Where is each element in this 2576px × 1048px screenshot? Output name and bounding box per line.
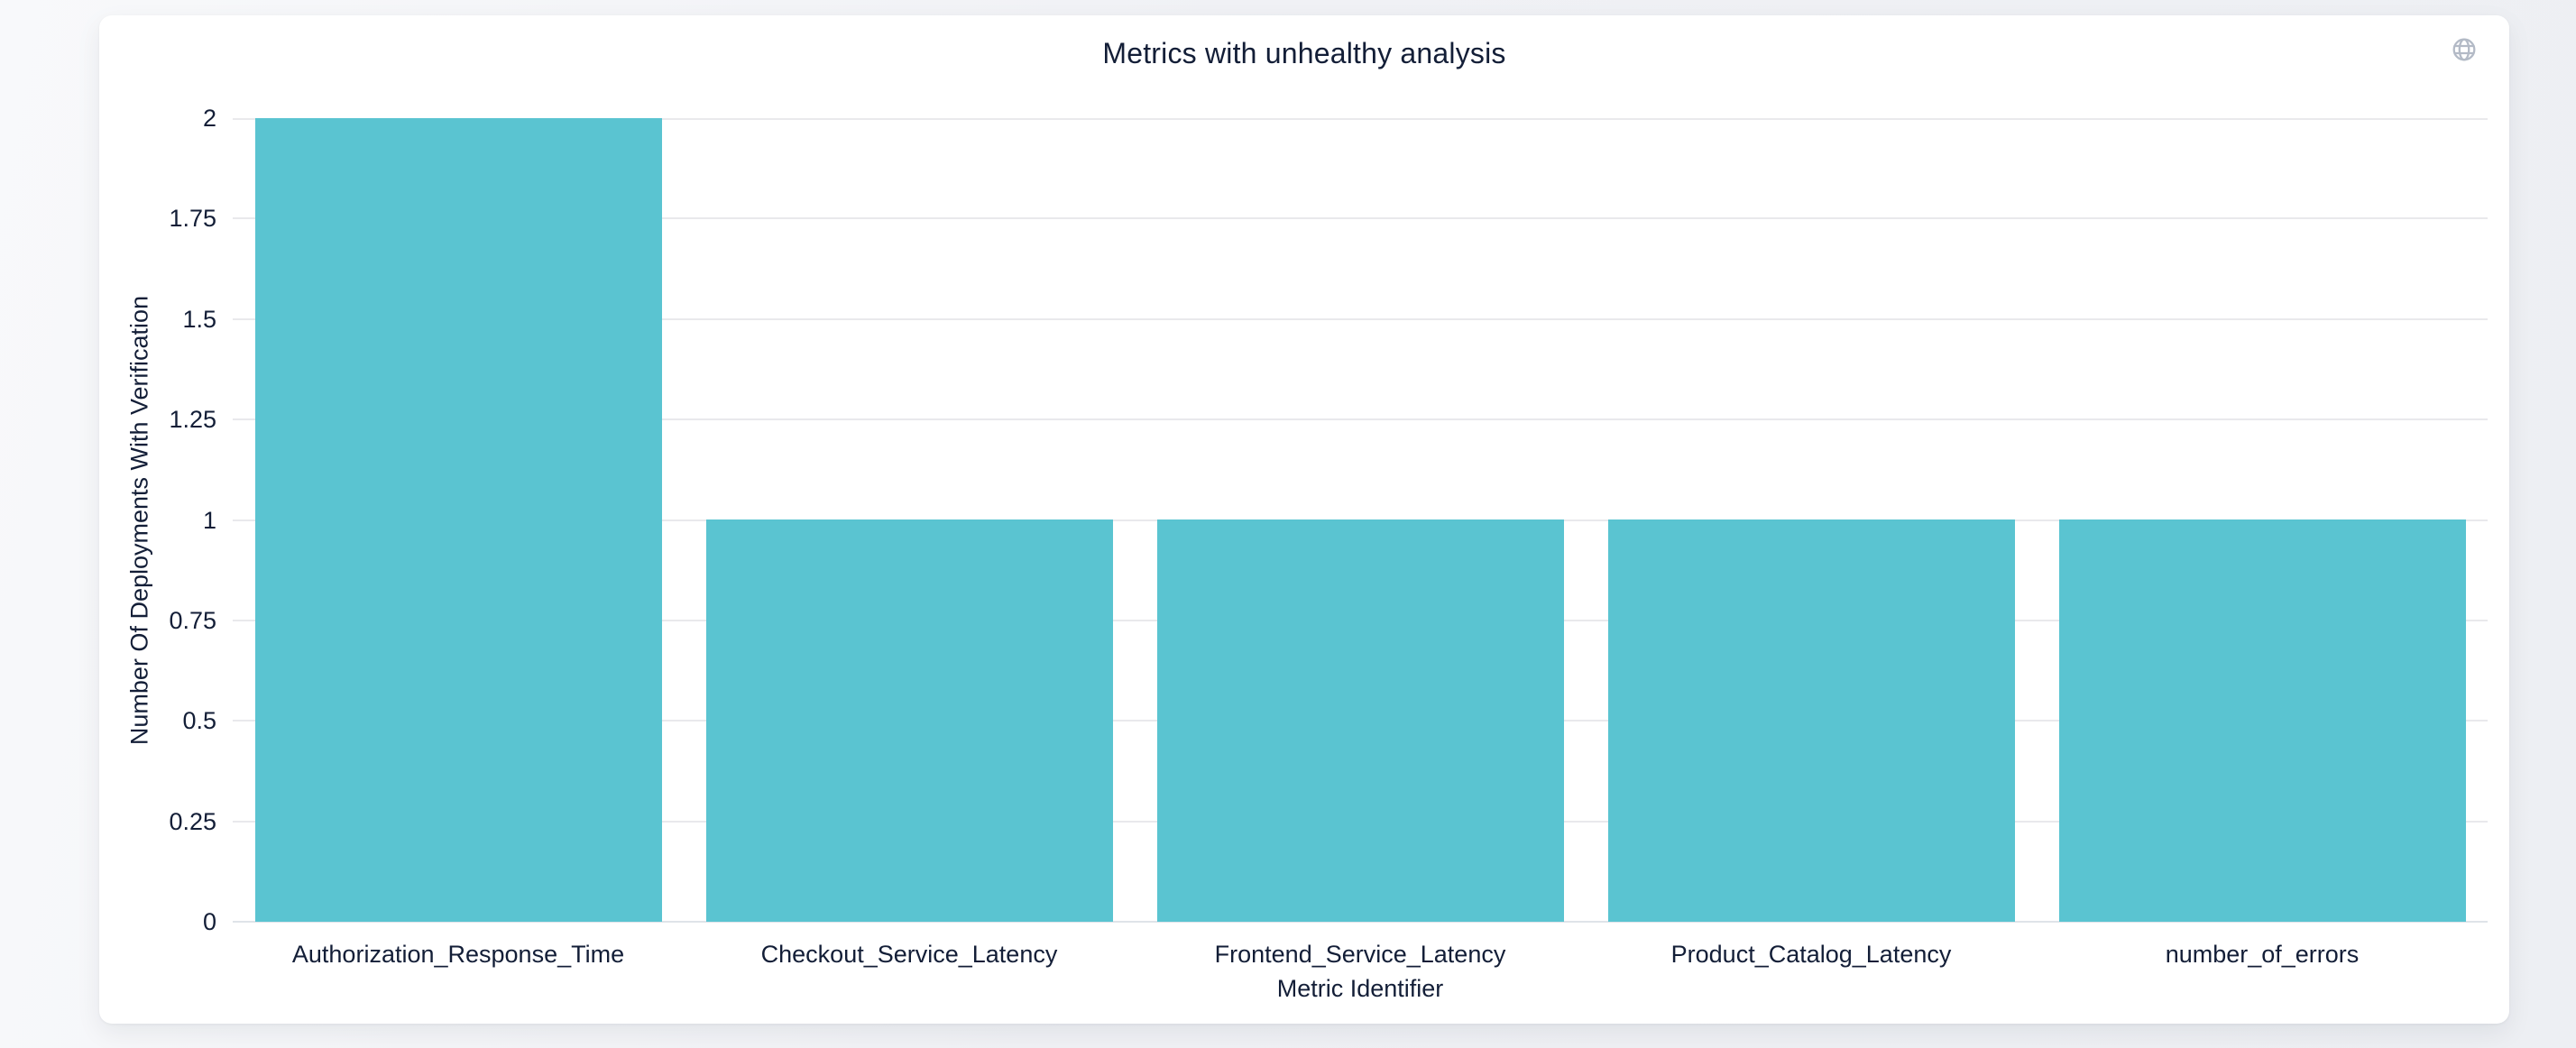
axis-baseline bbox=[233, 921, 2488, 923]
y-tick-label: 1 bbox=[202, 507, 216, 534]
x-axis-title: Metric Identifier bbox=[1276, 975, 1444, 1002]
x-axis-tick-labels: Authorization_Response_Time Checkout_Serv… bbox=[233, 941, 2488, 973]
gridline bbox=[233, 217, 2488, 219]
globe-icon bbox=[2452, 38, 2476, 61]
x-tick-label: Frontend_Service_Latency bbox=[1214, 941, 1506, 968]
x-tick-label: number_of_errors bbox=[2165, 941, 2360, 968]
x-tick-label: Checkout_Service_Latency bbox=[760, 941, 1058, 968]
gridline bbox=[233, 418, 2488, 420]
bar[interactable] bbox=[2059, 519, 2466, 922]
chart-card: Metrics with unhealthy analysis Number O… bbox=[99, 15, 2509, 1024]
y-tick-label: 0.75 bbox=[169, 607, 216, 634]
y-tick-label: 0 bbox=[202, 908, 216, 935]
y-tick-label: 0.25 bbox=[169, 808, 216, 835]
chart-title: Metrics with unhealthy analysis bbox=[1102, 37, 1506, 69]
y-tick-label: 1.5 bbox=[182, 306, 216, 333]
y-tick-label: 1.75 bbox=[169, 205, 216, 232]
bar[interactable] bbox=[1608, 519, 2015, 922]
x-tick-label: Authorization_Response_Time bbox=[291, 941, 625, 968]
bar[interactable] bbox=[255, 118, 662, 922]
globe-button[interactable] bbox=[2451, 36, 2478, 63]
y-tick-label: 1.25 bbox=[169, 406, 216, 433]
y-tick-label: 0.5 bbox=[182, 707, 216, 734]
plot-area bbox=[233, 118, 2488, 923]
y-tick-label: 2 bbox=[202, 105, 216, 132]
x-tick-label: Product_Catalog_Latency bbox=[1670, 941, 1952, 968]
gridline bbox=[233, 118, 2488, 120]
gridline bbox=[233, 318, 2488, 320]
bar[interactable] bbox=[706, 519, 1113, 922]
y-axis-tick-labels: 0 0.25 0.5 0.75 1 1.25 1.5 1.75 2 bbox=[99, 105, 216, 935]
bar[interactable] bbox=[1157, 519, 1564, 922]
